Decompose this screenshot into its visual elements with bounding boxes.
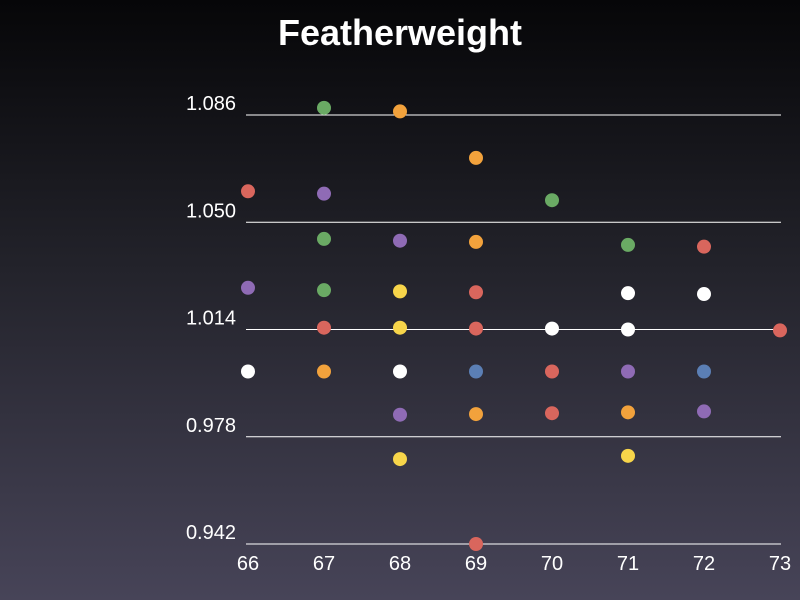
x-tick-label: 72	[693, 553, 715, 575]
data-point	[469, 537, 483, 551]
data-point	[393, 452, 407, 467]
data-point	[697, 239, 711, 254]
data-points	[241, 100, 787, 551]
data-point	[393, 320, 407, 335]
data-point	[317, 283, 331, 298]
data-point	[393, 407, 407, 422]
data-point	[317, 320, 331, 335]
y-axis-ticks: 0.942 0.978 1.014 1.050 1.086	[186, 93, 236, 544]
data-point	[317, 186, 331, 201]
data-point	[393, 364, 407, 379]
x-tick-label: 67	[313, 553, 335, 575]
x-tick-label: 68	[389, 553, 411, 575]
data-point	[241, 364, 255, 379]
data-point	[317, 231, 331, 246]
x-tick-label: 69	[465, 553, 487, 575]
data-point	[241, 280, 255, 295]
data-point	[393, 104, 407, 119]
y-tick-label: 0.942	[186, 522, 236, 544]
data-point	[317, 100, 331, 115]
data-point	[621, 405, 635, 420]
data-point	[545, 193, 559, 208]
data-point	[621, 322, 635, 337]
y-tick-label: 1.086	[186, 93, 236, 115]
data-point	[469, 321, 483, 336]
data-point	[621, 448, 635, 463]
chart-title: Featherweight	[277, 12, 523, 53]
x-tick-label: 71	[617, 553, 639, 575]
data-point	[469, 234, 483, 249]
data-point	[469, 150, 483, 165]
data-point	[317, 364, 331, 379]
data-point	[545, 321, 559, 336]
x-tick-label: 66	[237, 553, 259, 575]
x-axis-ticks: 66 67 68 69 70 71 72 73	[237, 553, 791, 575]
data-point	[697, 404, 711, 419]
data-point	[697, 364, 711, 379]
grid-layer	[246, 114, 781, 545]
data-point	[773, 323, 787, 338]
data-point	[621, 237, 635, 252]
data-point	[393, 284, 407, 299]
data-point	[697, 287, 711, 302]
data-point	[621, 364, 635, 379]
x-tick-label: 70	[541, 553, 563, 575]
y-tick-label: 1.014	[186, 308, 236, 330]
y-tick-label: 0.978	[186, 415, 236, 437]
data-point	[241, 184, 255, 199]
data-point	[469, 407, 483, 422]
data-point	[545, 364, 559, 379]
x-tick-label: 73	[769, 553, 791, 575]
data-point	[469, 285, 483, 300]
data-point	[393, 233, 407, 248]
y-tick-label: 1.050	[186, 200, 236, 222]
data-point	[621, 286, 635, 301]
data-point	[469, 364, 483, 379]
data-point	[545, 406, 559, 421]
